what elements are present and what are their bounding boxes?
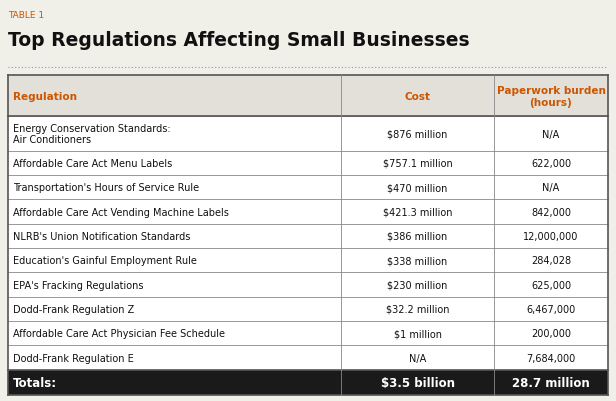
Text: Affordable Care Act Physician Fee Schedule: Affordable Care Act Physician Fee Schedu…: [13, 328, 225, 338]
Bar: [8, 224, 608, 249]
Text: $470 million: $470 million: [387, 183, 448, 193]
Text: 625,000: 625,000: [531, 280, 571, 290]
Bar: [8, 297, 608, 321]
Text: $757.1 million: $757.1 million: [383, 158, 452, 168]
Text: N/A: N/A: [542, 183, 559, 193]
Bar: [8, 117, 608, 151]
Text: 842,000: 842,000: [531, 207, 571, 217]
Text: $338 million: $338 million: [387, 255, 448, 265]
Bar: [8, 76, 341, 117]
Text: $230 million: $230 million: [387, 280, 448, 290]
Bar: [8, 321, 608, 346]
Text: Education's Gainful Employment Rule: Education's Gainful Employment Rule: [13, 255, 197, 265]
Text: N/A: N/A: [542, 129, 559, 139]
Text: 6,467,000: 6,467,000: [527, 304, 575, 314]
Text: $421.3 million: $421.3 million: [383, 207, 452, 217]
Bar: [494, 76, 608, 117]
Text: Dodd-Frank Regulation Z: Dodd-Frank Regulation Z: [13, 304, 134, 314]
Text: EPA's Fracking Regulations: EPA's Fracking Regulations: [13, 280, 144, 290]
Bar: [8, 370, 608, 395]
Text: 12,000,000: 12,000,000: [524, 231, 578, 241]
Bar: [8, 200, 608, 224]
Text: Dodd-Frank Regulation E: Dodd-Frank Regulation E: [13, 353, 134, 363]
Bar: [8, 249, 608, 273]
Text: N/A: N/A: [409, 353, 426, 363]
Text: Affordable Care Act Vending Machine Labels: Affordable Care Act Vending Machine Labe…: [13, 207, 229, 217]
Text: TABLE 1: TABLE 1: [8, 10, 44, 20]
Text: Cost: Cost: [405, 91, 431, 101]
Text: Affordable Care Act Menu Labels: Affordable Care Act Menu Labels: [13, 158, 172, 168]
Text: Paperwork burden
(hours): Paperwork burden (hours): [496, 86, 606, 107]
Text: 7,684,000: 7,684,000: [527, 353, 575, 363]
Text: $1 million: $1 million: [394, 328, 442, 338]
Text: $386 million: $386 million: [387, 231, 448, 241]
Text: Totals:: Totals:: [13, 376, 57, 389]
Bar: [8, 346, 608, 370]
Text: Regulation: Regulation: [13, 91, 77, 101]
Text: $876 million: $876 million: [387, 129, 448, 139]
Text: 284,028: 284,028: [531, 255, 571, 265]
Text: $32.2 million: $32.2 million: [386, 304, 449, 314]
Text: Transportation's Hours of Service Rule: Transportation's Hours of Service Rule: [13, 183, 199, 193]
Text: Top Regulations Affecting Small Businesses: Top Regulations Affecting Small Business…: [8, 30, 469, 49]
Bar: [8, 176, 608, 200]
Text: NLRB's Union Notification Standards: NLRB's Union Notification Standards: [13, 231, 190, 241]
Bar: [8, 151, 608, 176]
Text: Energy Conservation Standards:
Air Conditioners: Energy Conservation Standards: Air Condi…: [13, 124, 171, 145]
Text: 28.7 million: 28.7 million: [512, 376, 590, 389]
Text: 622,000: 622,000: [531, 158, 571, 168]
Text: $3.5 billion: $3.5 billion: [381, 376, 455, 389]
Bar: [8, 273, 608, 297]
Text: 200,000: 200,000: [531, 328, 571, 338]
Bar: [341, 76, 494, 117]
